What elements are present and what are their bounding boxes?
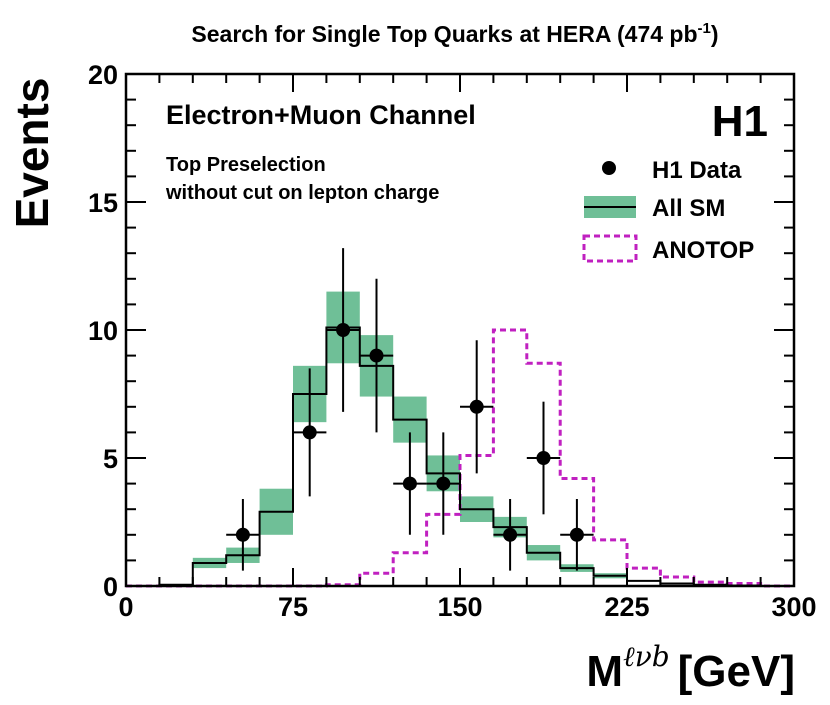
y-tick-label: 20 [88, 60, 118, 90]
x-axis-label-sup: ℓνb [623, 640, 670, 673]
data-point [460, 340, 494, 474]
data-point [426, 432, 460, 535]
y-tick-label: 0 [103, 572, 118, 602]
x-tick-label: 150 [437, 592, 482, 622]
data-point [393, 432, 427, 535]
legend-anotop-label: ANOTOP [652, 237, 754, 264]
data-point-marker [402, 476, 417, 491]
experiment-label: H1 [712, 97, 768, 146]
data-point [326, 248, 360, 412]
data-point-marker [369, 348, 384, 363]
axes: 0 75 150 225 300 0 5 10 15 20 [88, 60, 817, 622]
legend-anotop-box [582, 234, 638, 263]
data-point [359, 278, 394, 433]
legend-all-sm-label: All SM [652, 195, 725, 222]
y-tick-label: 15 [88, 188, 118, 218]
selection-line-1: Top Preselection [166, 154, 326, 176]
data-point [226, 498, 260, 571]
data-point-marker [536, 451, 551, 465]
legend-h1-data-label: H1 Data [652, 157, 742, 184]
legend-h1-data-marker [602, 161, 616, 175]
legend: H1 Data All SM ANOTOP [582, 157, 754, 264]
x-axis-label: Mℓνb [GeV] [586, 640, 795, 696]
chart-title-sup: -1 [698, 20, 711, 37]
x-axis-label-unit: [GeV] [678, 647, 795, 696]
data-point-marker [503, 527, 518, 542]
data-point-marker [302, 425, 317, 440]
chart-title-close: ) [711, 21, 719, 47]
data-point-marker [469, 399, 484, 414]
data-point-marker [336, 323, 351, 337]
x-tick-label: 300 [771, 592, 816, 622]
x-tick-label: 75 [278, 592, 308, 622]
plot-frame [124, 72, 796, 588]
channel-label: Electron+Muon Channel [166, 100, 476, 130]
data-point [493, 498, 527, 571]
data-point-marker [569, 527, 584, 542]
chart-title-main: Search for Single Top Quarks at HERA (47… [191, 21, 697, 47]
y-axis-label: Events [6, 78, 58, 229]
x-tick-label: 0 [118, 592, 133, 622]
h1-data-points [226, 248, 594, 571]
x-axis-label-main: M [586, 647, 623, 696]
chart-title: Search for Single Top Quarks at HERA (47… [191, 20, 718, 47]
x-tick-label: 225 [604, 592, 649, 622]
selection-line-2: without cut on lepton charge [165, 182, 439, 204]
data-point-marker [235, 527, 250, 542]
data-point [560, 498, 594, 571]
data-point [293, 368, 327, 497]
data-point-marker [436, 476, 451, 491]
data-point [526, 401, 561, 515]
y-tick-label: 5 [103, 444, 118, 474]
y-tick-label: 10 [88, 316, 118, 346]
